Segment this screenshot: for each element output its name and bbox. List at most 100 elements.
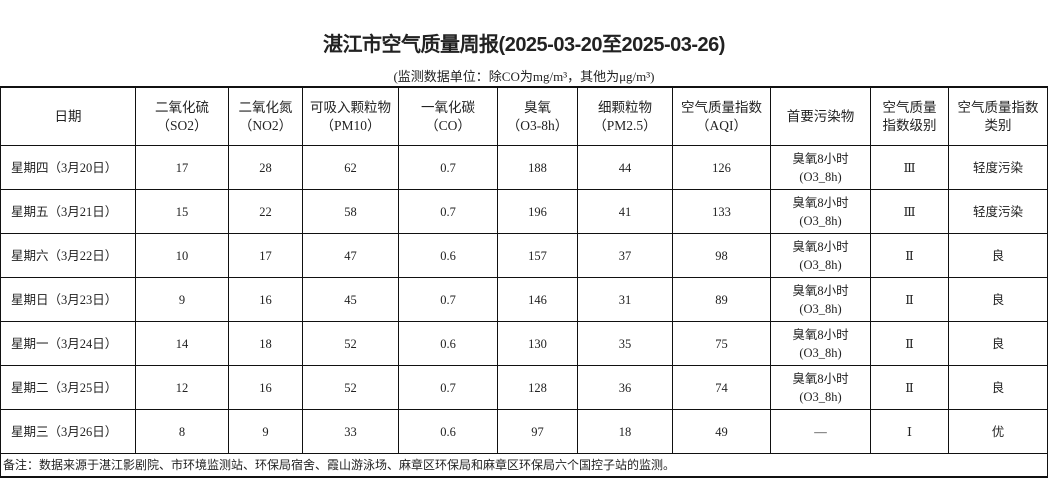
cell-so2: 17 xyxy=(135,145,229,190)
cell-o3: 196 xyxy=(497,189,578,234)
cell-so2: 8 xyxy=(135,409,229,454)
column-header-line1: 日期 xyxy=(54,108,82,124)
cell-no2: 17 xyxy=(228,233,303,278)
cell-no2: 22 xyxy=(228,189,303,234)
cell-pm10: 58 xyxy=(302,189,399,234)
column-header-line1: 臭氧 xyxy=(524,99,551,115)
cell-o3: 130 xyxy=(497,321,578,366)
cell-primary: — xyxy=(770,409,871,454)
unit-note: (监测数据单位：除CO为mg/m³，其他为μg/m³) xyxy=(393,69,655,84)
cell-pm10: 33 xyxy=(302,409,399,454)
air-quality-table: 日期 二氧化硫 （SO2） 二氧化氮 （NO2） 可吸入颗粒物 （PM10） 一氧化碳 （CO）… xyxy=(0,86,1048,478)
primary-pollutant-code: (O3_8h) xyxy=(799,213,842,228)
cell-level: Ⅱ xyxy=(870,365,949,410)
cell-co: 0.6 xyxy=(398,409,498,454)
cell-level: Ⅲ xyxy=(870,189,949,234)
cell-level: Ⅰ xyxy=(870,409,949,454)
page-title: 湛江市空气质量周报(2025-03-20至2025-03-26) xyxy=(323,34,725,56)
column-header-line1: 二氧化氮 xyxy=(238,99,293,115)
table-row: 星期日（3月23日） 9 16 45 0.7 146 31 89 臭氧8小时 (O3_8h) Ⅱ 良 xyxy=(0,277,1048,322)
cell-so2: 9 xyxy=(135,277,229,322)
column-header-line2: 指数级别 xyxy=(882,117,937,133)
column-header: 臭氧 （O3-8h） xyxy=(497,86,578,146)
cell-date: 星期四（3月20日） xyxy=(0,145,136,190)
cell-no2: 9 xyxy=(228,409,303,454)
cell-aqi: 89 xyxy=(672,277,771,322)
cell-pm25: 44 xyxy=(577,145,673,190)
cell-co: 0.7 xyxy=(398,145,498,190)
cell-level: Ⅲ xyxy=(870,145,949,190)
table-row: 星期六（3月22日） 10 17 47 0.6 157 37 98 臭氧8小时 (O3_8h) Ⅱ 良 xyxy=(0,233,1048,278)
primary-pollutant-code: (O3_8h) xyxy=(799,169,842,184)
cell-o3: 157 xyxy=(497,233,578,278)
column-header-line2: （PM10） xyxy=(320,117,381,133)
cell-so2: 12 xyxy=(135,365,229,410)
cell-aqi: 49 xyxy=(672,409,771,454)
cell-o3: 146 xyxy=(497,277,578,322)
primary-pollutant: 臭氧8小时 xyxy=(792,151,849,166)
column-header-line2: （SO2） xyxy=(156,117,208,133)
cell-date: 星期三（3月26日） xyxy=(0,409,136,454)
primary-pollutant-code: (O3_8h) xyxy=(799,345,842,360)
cell-primary: 臭氧8小时 (O3_8h) xyxy=(770,321,871,366)
cell-primary: 臭氧8小时 (O3_8h) xyxy=(770,277,871,322)
cell-co: 0.6 xyxy=(398,233,498,278)
column-header-line1: 空气质量 xyxy=(882,99,937,115)
column-header: 二氧化氮 （NO2） xyxy=(228,86,303,146)
column-header-line2: （PM2.5） xyxy=(593,117,657,133)
column-header-line2: （AQI） xyxy=(696,117,747,133)
cell-co: 0.7 xyxy=(398,277,498,322)
column-header-line2: （CO） xyxy=(425,117,471,133)
table-row: 星期二（3月25日） 12 16 52 0.7 128 36 74 臭氧8小时 (O3_8h) Ⅱ 良 xyxy=(0,365,1048,410)
table-row: 星期五（3月21日） 15 22 58 0.7 196 41 133 臭氧8小时 (O3_8h) Ⅲ… xyxy=(0,189,1048,234)
column-header: 可吸入颗粒物 （PM10） xyxy=(302,86,399,146)
column-header-line2: 类别 xyxy=(984,117,1012,133)
cell-so2: 14 xyxy=(135,321,229,366)
cell-level: Ⅱ xyxy=(870,277,949,322)
cell-category: 良 xyxy=(948,321,1048,366)
cell-category: 良 xyxy=(948,277,1048,322)
cell-co: 0.7 xyxy=(398,189,498,234)
primary-pollutant: 臭氧8小时 xyxy=(792,195,849,210)
primary-pollutant: 臭氧8小时 xyxy=(792,327,849,342)
primary-pollutant-code: (O3_8h) xyxy=(799,389,842,404)
cell-category: 良 xyxy=(948,233,1048,278)
column-header-line1: 空气质量指数 xyxy=(681,99,762,115)
cell-category: 轻度污染 xyxy=(948,189,1048,234)
cell-pm10: 47 xyxy=(302,233,399,278)
column-header-line1: 细颗粒物 xyxy=(598,99,652,115)
primary-pollutant-code: (O3_8h) xyxy=(799,301,842,316)
cell-pm10: 52 xyxy=(302,365,399,410)
primary-pollutant-code: (O3_8h) xyxy=(799,257,842,272)
cell-aqi: 75 xyxy=(672,321,771,366)
cell-pm25: 18 xyxy=(577,409,673,454)
cell-pm25: 37 xyxy=(577,233,673,278)
column-header: 细颗粒物 （PM2.5） xyxy=(577,86,673,146)
cell-no2: 16 xyxy=(228,365,303,410)
cell-aqi: 98 xyxy=(672,233,771,278)
cell-level: Ⅱ xyxy=(870,233,949,278)
cell-category: 良 xyxy=(948,365,1048,410)
cell-o3: 128 xyxy=(497,365,578,410)
cell-aqi: 126 xyxy=(672,145,771,190)
primary-pollutant: 臭氧8小时 xyxy=(792,371,849,386)
cell-date: 星期五（3月21日） xyxy=(0,189,136,234)
column-header: 空气质量 指数级别 xyxy=(870,86,949,146)
cell-date: 星期二（3月25日） xyxy=(0,365,136,410)
primary-pollutant: 臭氧8小时 xyxy=(792,239,849,254)
cell-so2: 10 xyxy=(135,233,229,278)
cell-category: 优 xyxy=(948,409,1048,454)
column-header: 空气质量指数 （AQI） xyxy=(672,86,771,146)
column-header-line1: 可吸入颗粒物 xyxy=(310,99,391,115)
column-header-line1: 一氧化碳 xyxy=(421,99,475,115)
cell-date: 星期日（3月23日） xyxy=(0,277,136,322)
cell-pm10: 62 xyxy=(302,145,399,190)
column-header: 空气质量指数 类别 xyxy=(948,86,1048,146)
footnote: 备注：数据来源于湛江影剧院、市环境监测站、环保局宿舍、霞山游泳场、麻章区环保局和… xyxy=(0,453,1048,478)
cell-co: 0.6 xyxy=(398,321,498,366)
cell-primary: 臭氧8小时 (O3_8h) xyxy=(770,145,871,190)
cell-aqi: 133 xyxy=(672,189,771,234)
cell-aqi: 74 xyxy=(672,365,771,410)
primary-pollutant: 臭氧8小时 xyxy=(792,283,849,298)
primary-pollutant: — xyxy=(814,424,827,439)
